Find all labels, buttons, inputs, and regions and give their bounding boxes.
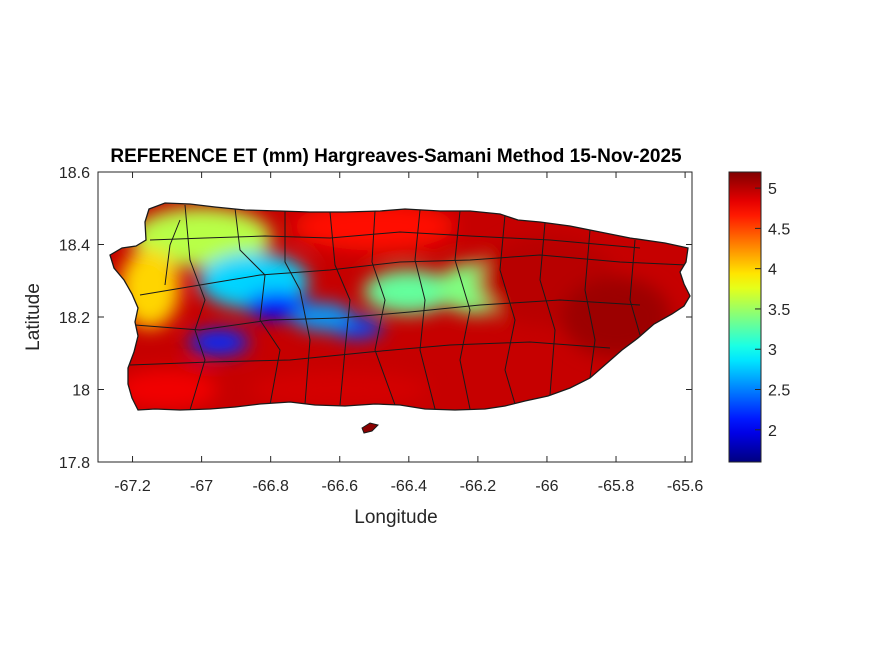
- value-zone: [250, 372, 430, 408]
- colorbar-tick-label: 3.5: [768, 302, 790, 319]
- value-zone: [117, 370, 217, 410]
- chart-title: REFERENCE ET (mm) Hargreaves-Samani Meth…: [110, 146, 682, 167]
- caja-de-muertos-island: [362, 423, 378, 433]
- colorbar-gradient: [729, 172, 761, 462]
- map-axes: -67.2 -67 -66.8 -66.6 -66.4 -66.2 -66 -65.8 -65.…: [59, 165, 704, 495]
- x-tick-label: -65.6: [667, 478, 704, 495]
- y-tick-label: 18.6: [59, 165, 90, 182]
- heatmap-layer: [110, 202, 690, 410]
- x-axis-label: Longitude: [354, 507, 437, 528]
- colorbar: 2 2.5 3 3.5 4 4.5 5: [729, 172, 790, 462]
- x-tick-label: -66: [535, 478, 558, 495]
- x-tick-label: -66.6: [322, 478, 359, 495]
- x-tick-label: -67.2: [114, 478, 151, 495]
- colorbar-tick-label: 2.5: [768, 383, 790, 400]
- colorbar-tick-label: 3: [768, 342, 777, 359]
- colorbar-tick-label: 4: [768, 262, 777, 279]
- colorbar-tick-label: 5: [768, 181, 777, 198]
- x-tick-label: -65.8: [598, 478, 635, 495]
- y-tick-label: 18.2: [59, 310, 90, 327]
- x-tick-label: -66.8: [252, 478, 289, 495]
- x-tick-label: -67: [190, 478, 213, 495]
- y-axis-label: Latitude: [23, 283, 44, 351]
- y-tick-label: 18: [72, 383, 90, 400]
- value-zone: [292, 303, 352, 331]
- colorbar-tick-label: 4.5: [768, 221, 790, 238]
- value-zone: [561, 277, 671, 357]
- y-tick-label: 17.8: [59, 455, 90, 472]
- x-tick-label: -66.4: [391, 478, 428, 495]
- colorbar-tick-label: 2: [768, 423, 777, 440]
- x-tick-label: -66.2: [460, 478, 497, 495]
- y-tick-label: 18.4: [59, 238, 90, 255]
- value-zone: [189, 329, 249, 355]
